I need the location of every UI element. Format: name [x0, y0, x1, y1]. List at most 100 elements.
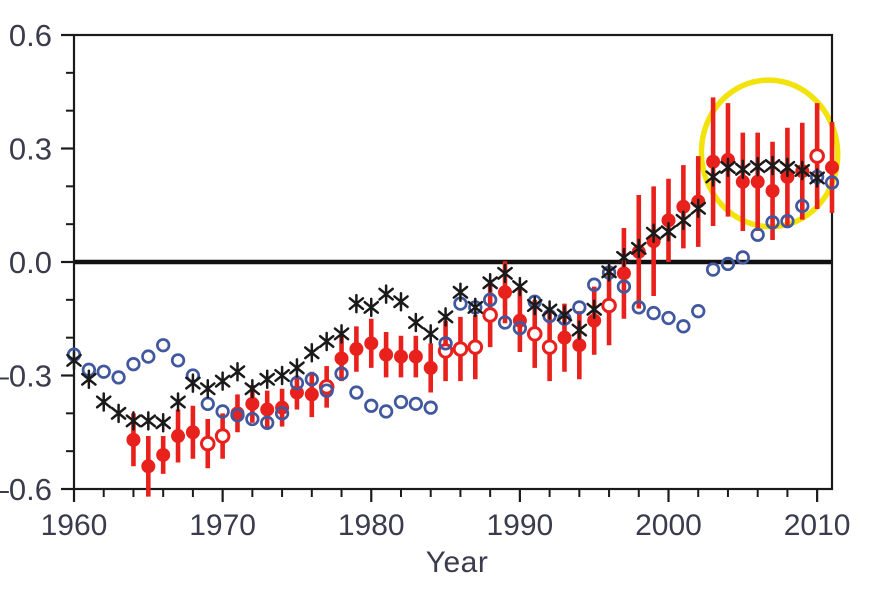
x-tick-label: 1980	[338, 509, 405, 542]
blue-data-point	[230, 408, 245, 423]
blue-data-point	[438, 336, 453, 351]
black-asterisk-data-point	[289, 358, 305, 378]
black-asterisk-data-point	[170, 392, 186, 412]
red-data-point	[126, 432, 141, 447]
blue-data-point	[572, 300, 587, 315]
blue-data-point	[780, 213, 795, 229]
red-data-point	[156, 447, 171, 462]
x-tick-label: 1990	[487, 509, 554, 542]
red-data-point	[349, 342, 364, 357]
red-data-point	[750, 174, 765, 189]
red-data-point	[706, 154, 721, 169]
black-asterisk-data-point	[497, 263, 513, 284]
red-data-point	[765, 183, 780, 198]
blue-data-point	[795, 198, 810, 214]
black-asterisk-data-point	[526, 295, 543, 316]
blue-data-point	[423, 400, 438, 415]
blue-data-point	[156, 338, 171, 353]
red-data-point	[587, 313, 602, 328]
black-asterisk-data-point	[199, 378, 216, 399]
black-asterisk-data-point	[794, 160, 811, 181]
y-tick-label: –0.6	[0, 472, 52, 507]
blue-data-point	[304, 372, 319, 387]
red-data-point	[408, 349, 423, 364]
blue-data-point	[646, 305, 661, 321]
y-tick-label: 0.3	[9, 132, 52, 167]
blue-data-point	[691, 304, 706, 319]
red-data-point	[379, 347, 394, 362]
black-asterisk-data-point	[690, 198, 707, 219]
black-asterisk-data-point	[378, 284, 394, 304]
black-asterisk-data-point	[363, 297, 380, 318]
blue-data-point	[349, 385, 364, 400]
blue-data-point	[676, 319, 691, 334]
red-data-point	[676, 199, 691, 214]
black-asterisk-data-point	[333, 324, 350, 344]
blue-data-point	[200, 396, 215, 412]
black-asterisk-data-point	[764, 155, 781, 176]
black-asterisk-data-point	[422, 324, 439, 344]
black-asterisk-data-point	[556, 305, 573, 325]
blue-data-point	[750, 227, 765, 242]
black-asterisk-data-point	[586, 299, 603, 320]
red-open-data-point	[526, 326, 543, 342]
y-tick-label: 0.6	[9, 18, 52, 53]
black-asterisk-data-point	[601, 262, 617, 282]
black-asterisk-data-point	[467, 297, 484, 318]
blue-data-point	[96, 364, 111, 379]
red-open-data-point	[541, 339, 558, 355]
red-open-data-point	[482, 307, 498, 323]
black-asterisk-data-point	[66, 350, 82, 371]
black-asterisk-data-point	[274, 365, 290, 386]
blue-data-point	[631, 300, 646, 315]
red-data-point	[498, 285, 513, 300]
black-asterisk-data-point	[645, 223, 662, 243]
blue-data-point	[824, 175, 840, 190]
x-tick-label: 2010	[784, 509, 851, 542]
blue-data-point	[735, 250, 750, 265]
blue-data-point	[334, 366, 349, 381]
black-asterisk-data-point	[348, 293, 365, 314]
blue-data-point	[215, 404, 230, 419]
black-asterisk-data-point	[318, 331, 335, 352]
red-data-point	[260, 402, 275, 417]
blue-data-point	[705, 262, 721, 277]
blue-data-point	[126, 357, 141, 372]
black-asterisk-data-point	[512, 276, 528, 297]
black-asterisk-data-point	[675, 210, 692, 231]
black-asterisk-data-point	[244, 378, 261, 399]
y-tick-label: –0.3	[0, 359, 52, 394]
blue-data-point	[587, 277, 602, 292]
red-data-point	[825, 160, 839, 175]
black-asterisk-data-point	[259, 369, 276, 390]
red-data-point	[141, 459, 156, 474]
blue-data-point	[512, 321, 528, 336]
black-asterisk-data-point	[437, 307, 454, 327]
black-asterisk-data-point	[541, 300, 558, 320]
red-data-point	[334, 351, 349, 366]
red-open-data-point	[199, 435, 216, 452]
x-tick-label: 1970	[189, 509, 256, 542]
red-data-point	[557, 330, 572, 345]
black-asterisk-data-point	[809, 168, 825, 188]
black-asterisk-data-point	[452, 282, 469, 303]
red-data-point	[661, 213, 676, 228]
x-axis-title: Year	[425, 546, 489, 579]
red-data-point	[735, 174, 750, 189]
black-asterisk-data-point	[630, 238, 647, 259]
black-asterisk-data-point	[393, 291, 409, 312]
red-data-point	[171, 429, 186, 444]
black-asterisk-data-point	[720, 157, 736, 178]
black-asterisk-data-point	[125, 411, 142, 431]
black-asterisk-data-point	[185, 373, 201, 393]
red-data-point	[364, 336, 379, 351]
black-asterisk-data-point	[705, 167, 721, 187]
y-tick-label: 0.0	[9, 245, 52, 280]
black-asterisk-data-point	[749, 156, 766, 177]
red-data-point	[304, 387, 319, 402]
blue-data-point	[170, 353, 186, 368]
blue-data-point	[111, 370, 126, 385]
red-data-point	[245, 396, 260, 411]
